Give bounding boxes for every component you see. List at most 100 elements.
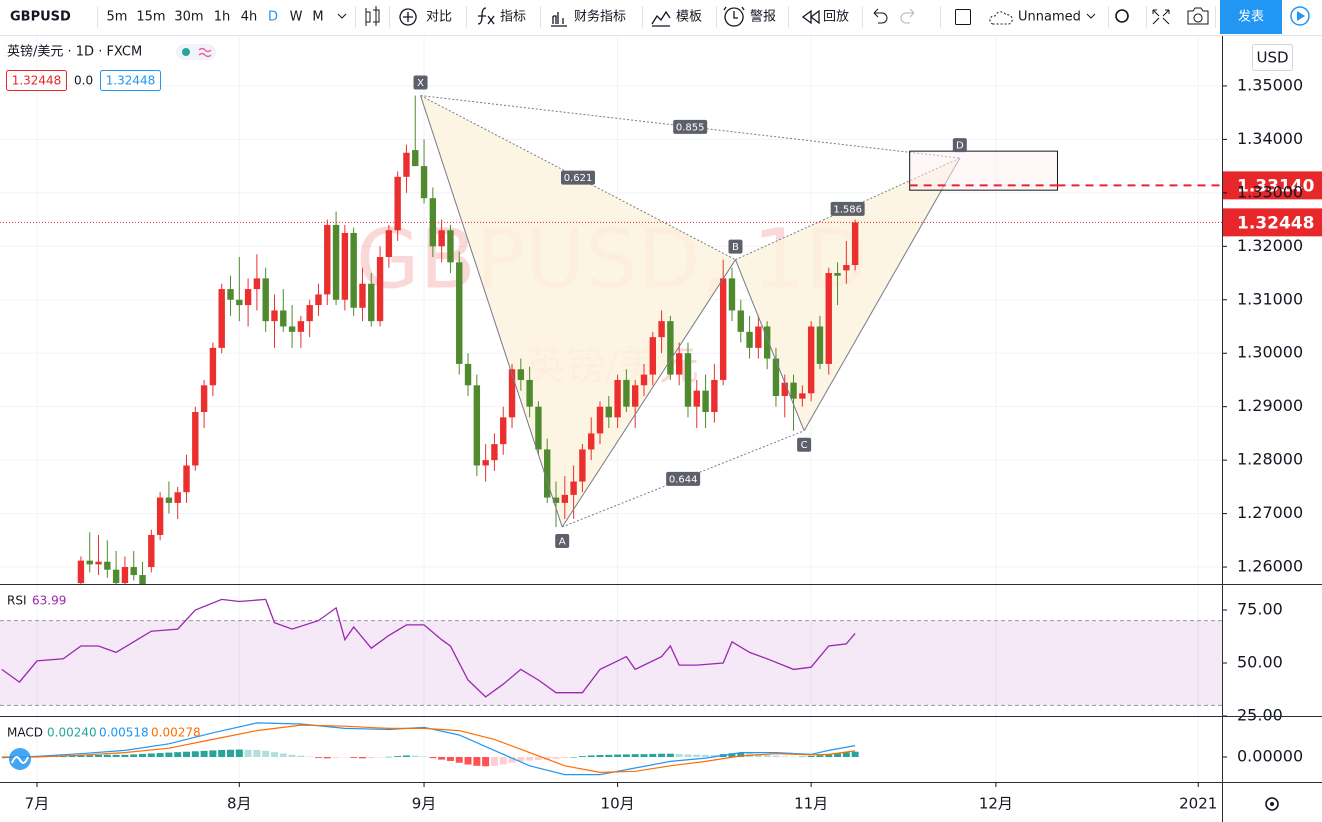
candle-body <box>288 326 296 332</box>
toolbar-icon[interactable] <box>477 7 495 25</box>
macd-histogram-bar <box>842 752 850 758</box>
publish-button[interactable]: 发表 <box>1238 9 1264 25</box>
macd-histogram-bar <box>358 757 366 759</box>
macd-histogram-bar <box>658 753 666 758</box>
interval-button[interactable]: W <box>290 10 303 25</box>
interval-button[interactable]: 1h <box>214 10 231 25</box>
spread: 0.0 <box>74 74 93 88</box>
candle-body <box>359 283 366 308</box>
ask-price[interactable]: 1.32448 <box>106 74 156 88</box>
toolbar-icon[interactable] <box>399 8 417 26</box>
candle-body <box>508 369 516 418</box>
toolbar-button[interactable]: 财务指标 <box>574 9 626 25</box>
snapshot-button[interactable] <box>1187 7 1209 25</box>
ratio-label-bg <box>561 170 596 185</box>
interval-button[interactable]: 15m <box>136 10 165 25</box>
play-icon[interactable] <box>1290 6 1310 26</box>
bid-box[interactable] <box>6 70 67 91</box>
candle-body <box>332 224 340 300</box>
toolbar-icon[interactable] <box>801 9 820 25</box>
candle-body <box>95 561 102 565</box>
ratio-label: 1.586 <box>833 204 862 215</box>
currency-box[interactable] <box>1252 44 1293 71</box>
redo-icon[interactable] <box>900 8 915 24</box>
interval-button[interactable]: 4h <box>241 10 258 25</box>
currency[interactable]: USD <box>1256 49 1288 67</box>
macd-line-value: 0.00518 <box>99 726 149 740</box>
chart-type-icon[interactable] <box>365 6 380 26</box>
candle-body <box>763 326 771 359</box>
candle-body <box>517 369 525 380</box>
macd-histogram-bar <box>684 754 692 758</box>
interval-button[interactable]: M <box>312 10 323 25</box>
macd-histogram-bar <box>367 757 375 759</box>
interval-button[interactable]: 5m <box>107 10 128 25</box>
candle-body <box>649 337 656 375</box>
macd-histogram-bar <box>191 751 199 758</box>
layout-name[interactable]: Unnamed <box>1018 10 1081 25</box>
candle-body <box>588 433 595 450</box>
ratio-label-bg <box>673 119 708 134</box>
candle-body <box>412 150 419 167</box>
macd-histogram-bar <box>473 757 481 766</box>
toolbar-button[interactable]: 指标 <box>500 10 526 25</box>
pattern-point-label: C <box>801 440 808 451</box>
candle-body <box>825 273 832 364</box>
interval-button[interactable]: D <box>268 10 278 25</box>
candle-body <box>438 230 445 247</box>
ask-box[interactable] <box>100 70 161 91</box>
settings-icon[interactable] <box>1265 797 1279 811</box>
bid-price[interactable]: 1.32448 <box>12 74 62 88</box>
candle-body <box>684 353 692 407</box>
macd-tick-label: 0.00000 <box>1237 747 1303 766</box>
layout-dropdown[interactable] <box>1086 13 1096 19</box>
y-tick-label: 1.27000 <box>1237 503 1303 522</box>
macd-histogram-bar <box>772 755 780 758</box>
symbol-search[interactable]: GBPUSD <box>10 10 71 25</box>
tv-logo-mark <box>11 756 29 764</box>
candle-body <box>464 363 472 386</box>
interval-button[interactable]: 30m <box>174 10 203 25</box>
macd-histogram-bar <box>77 755 85 758</box>
toolbar-icon[interactable] <box>551 12 567 27</box>
interval-dropdown[interactable] <box>337 13 347 19</box>
macd-histogram-bar <box>464 757 472 765</box>
pattern-leg <box>735 259 805 431</box>
undo-icon[interactable] <box>873 8 888 24</box>
candle-body <box>658 321 665 338</box>
macd-histogram-bar <box>763 754 771 758</box>
toolbar-button[interactable]: 回放 <box>823 10 849 25</box>
macd-histogram-bar <box>596 755 604 758</box>
candle-body <box>746 331 753 348</box>
toolbar-button[interactable]: 模板 <box>676 10 702 25</box>
macd-histogram-bar <box>235 749 243 758</box>
price-level-tag <box>1223 208 1322 237</box>
x-tick-label: 8月 <box>227 795 252 813</box>
fullscreen-button[interactable] <box>1152 9 1170 25</box>
macd-histogram-bar <box>244 749 252 758</box>
toolbar-icon[interactable] <box>651 10 671 27</box>
x-tick-label: 12月 <box>979 795 1013 813</box>
pattern-leg <box>420 95 563 528</box>
pattern-point-label: B <box>732 242 739 253</box>
candle-body <box>561 494 569 503</box>
y-tick-label: 1.31000 <box>1237 289 1303 308</box>
toolbar-button[interactable]: 对比 <box>426 10 452 25</box>
pattern-point-bg <box>952 138 967 153</box>
candle-body <box>500 417 507 445</box>
candle-body <box>156 497 164 535</box>
toolbar-button[interactable]: 警报 <box>750 9 776 25</box>
pattern-leg <box>420 95 960 159</box>
macd-histogram-bar <box>226 749 234 758</box>
macd-histogram-bar <box>825 753 833 758</box>
rsi-label: RSI <box>7 594 27 608</box>
settings-button[interactable] <box>1115 9 1129 23</box>
macd-histogram-bar <box>561 757 569 758</box>
candle-body <box>218 289 225 348</box>
cloud-icon[interactable] <box>989 11 1013 25</box>
layout-toggle[interactable] <box>955 9 971 25</box>
rsi-pane <box>0 598 1222 706</box>
publish-button-bg[interactable] <box>1220 0 1282 34</box>
toolbar-icon[interactable] <box>723 6 745 27</box>
candle-body <box>174 492 181 503</box>
